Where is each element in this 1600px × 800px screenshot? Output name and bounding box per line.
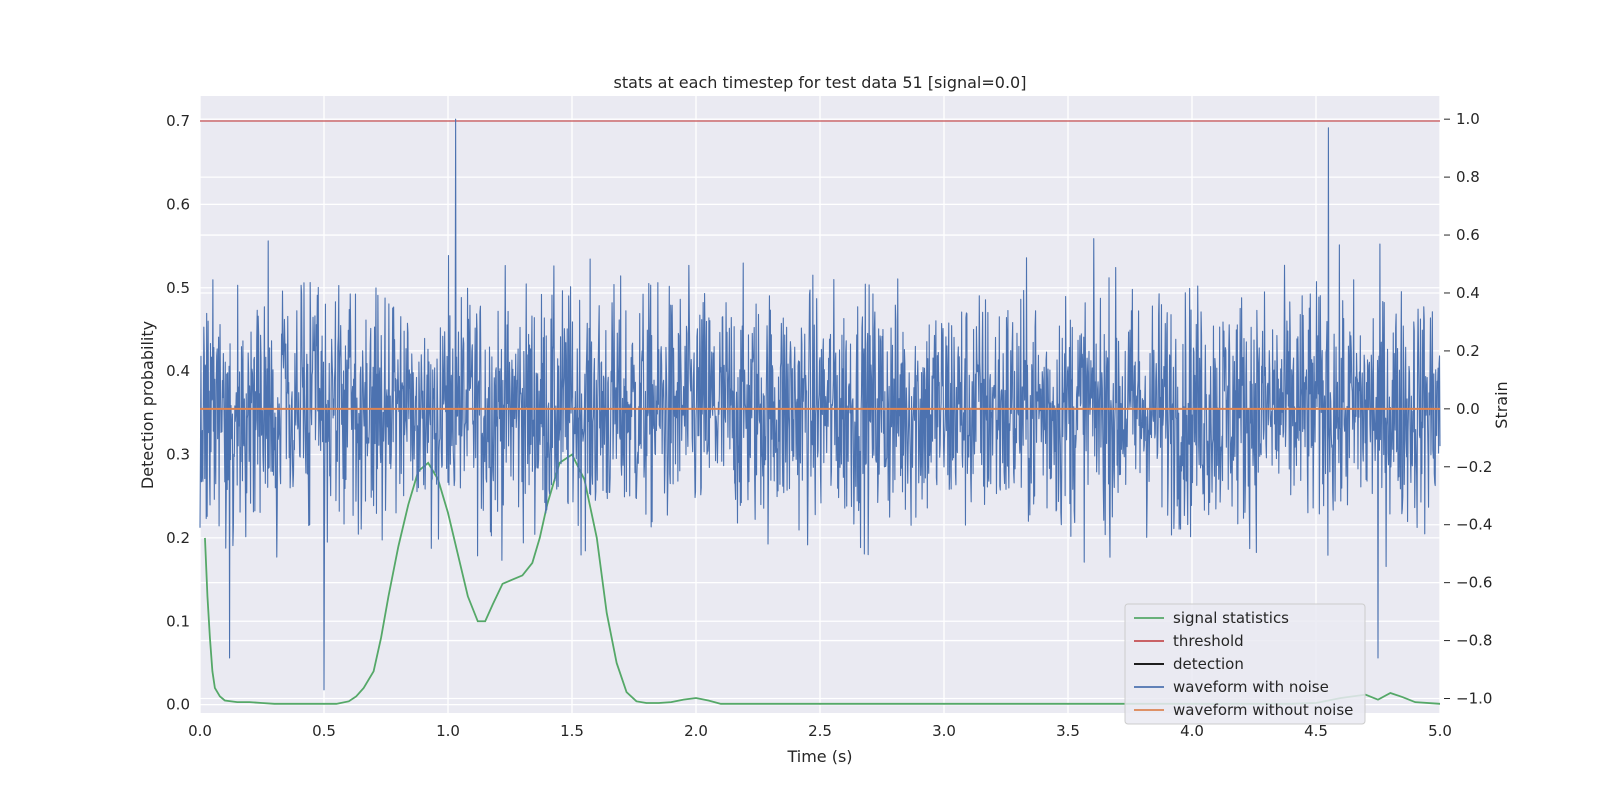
x-tick-label: 2.5: [808, 722, 832, 740]
x-tick-label: 2.0: [684, 722, 708, 740]
y-axis-title: Detection probability: [138, 321, 157, 489]
y2-tick-label: −1.0: [1456, 690, 1492, 708]
y-tick-label: 0.4: [166, 362, 190, 380]
chart-title: stats at each timestep for test data 51 …: [614, 73, 1027, 92]
y2-tick-label: −0.6: [1456, 574, 1492, 592]
y2-tick-label: 0.2: [1456, 342, 1480, 360]
y2-tick-label: 0.8: [1456, 168, 1480, 186]
y-tick-label: 0.2: [166, 529, 190, 547]
x-tick-label: 3.5: [1056, 722, 1080, 740]
legend: signal statistics threshold detection wavef…: [1124, 603, 1366, 725]
y2-axis-title: Strain: [1492, 381, 1511, 428]
y-tick-label: 0.7: [166, 112, 190, 130]
x-tick-label: 0.0: [188, 722, 212, 740]
y2-tick-label: −0.4: [1456, 516, 1492, 534]
legend-label: detection: [1173, 655, 1244, 673]
y2-tick-label: 0.0: [1456, 400, 1480, 418]
x-tick-label: 1.0: [436, 722, 460, 740]
legend-box: [1124, 603, 1366, 725]
x-tick-label: 1.5: [560, 722, 584, 740]
legend-label: waveform with noise: [1173, 678, 1329, 696]
series-layer: [199, 118, 1441, 705]
series-signal-statistics: [204, 453, 1441, 705]
y2-tick-label: 1.0: [1456, 110, 1480, 128]
y-tick-label: 0.0: [166, 696, 190, 714]
legend-label: threshold: [1173, 632, 1244, 650]
y-tick-label: 0.5: [166, 279, 190, 297]
legend-label: waveform without noise: [1173, 701, 1353, 719]
series-waveform-with-noise: [199, 118, 1441, 691]
y2-tick-labels: −1.0 −0.8 −0.6 −0.4 −0.2 0.0 0.2 0.4 0.6 0.8 1.0: [1444, 110, 1492, 708]
y-tick-labels: 0.0 0.1 0.2 0.3 0.4 0.5 0.6 0.7: [166, 112, 190, 714]
legend-label: signal statistics: [1173, 609, 1289, 627]
x-tick-label: 4.0: [1180, 722, 1204, 740]
x-tick-label: 5.0: [1428, 722, 1452, 740]
y2-tick-label: −0.2: [1456, 458, 1492, 476]
y-tick-label: 0.3: [166, 446, 190, 464]
y-tick-label: 0.1: [166, 612, 190, 630]
y-tick-label: 0.6: [166, 195, 190, 213]
x-tick-label: 4.5: [1304, 722, 1328, 740]
y2-tick-label: 0.4: [1456, 284, 1480, 302]
y2-tick-label: −0.8: [1456, 632, 1492, 650]
x-tick-label: 0.5: [312, 722, 336, 740]
x-tick-labels: 0.0 0.5 1.0 1.5 2.0 2.5 3.0 3.5 4.0 4.5 5.0: [188, 722, 1452, 740]
x-tick-label: 3.0: [932, 722, 956, 740]
x-axis-title: Time (s): [786, 747, 852, 766]
y2-tick-label: 0.6: [1456, 226, 1480, 244]
